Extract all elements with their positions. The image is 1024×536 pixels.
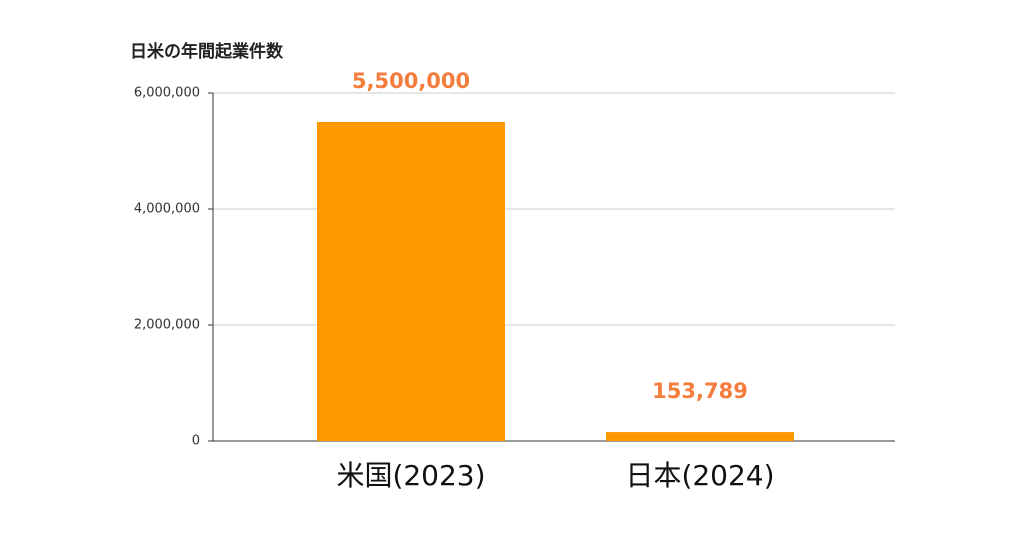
x-tick-label: 日本(2024): [625, 459, 774, 492]
value-label: 153,789: [652, 379, 748, 403]
bar: [317, 122, 505, 441]
x-tick-label: 米国(2023): [336, 459, 485, 492]
value-label: 5,500,000: [352, 69, 470, 93]
bar: [606, 432, 794, 441]
y-tick-label: 6,000,000: [134, 86, 200, 101]
y-tick-label: 0: [192, 434, 200, 449]
chart-title: 日米の年間起業件数: [130, 41, 284, 62]
y-tick-label: 2,000,000: [134, 318, 200, 333]
y-tick-label: 4,000,000: [134, 202, 200, 217]
